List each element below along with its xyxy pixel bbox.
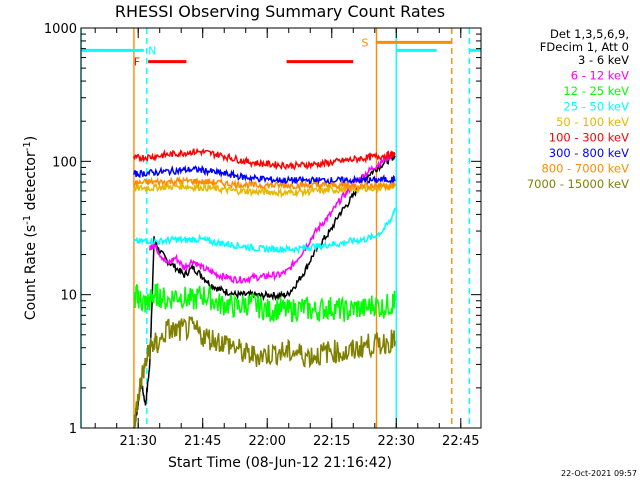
series-group	[133, 147, 396, 429]
flag-label-1: F	[134, 56, 140, 69]
x-tick-label-5: 22:45	[442, 434, 479, 449]
legend-entry-5: 100 - 300 keV	[549, 131, 629, 145]
series-line-4	[133, 181, 396, 199]
series-line-2	[133, 283, 396, 323]
y-label-mid: detector	[23, 151, 39, 215]
legend-entry-2: 12 - 25 keV	[563, 84, 629, 98]
x-axis-label: Start Time (08-Jun-12 21:16:42)	[168, 455, 392, 471]
series-line-7	[133, 175, 396, 192]
flag-label-0: N	[148, 44, 156, 57]
series-line-8	[133, 315, 396, 429]
legend-entry-7: 800 - 7000 keV	[541, 162, 629, 176]
series-line-0	[133, 154, 396, 429]
chart-title: RHESSI Observing Summary Count Rates	[115, 2, 445, 21]
legend-entry-6: 300 - 800 keV	[549, 146, 629, 160]
flag-label-2: S	[361, 36, 368, 49]
y-label-sup2: -1	[22, 141, 33, 151]
legend-header-line-1: Det 1,3,5,6,9,	[550, 27, 629, 41]
plot-frame	[80, 27, 482, 429]
y-label-end: )	[23, 136, 39, 141]
x-tick-label-2: 22:00	[249, 434, 286, 449]
y-tick-label-0: 1	[69, 422, 77, 437]
x-tick-label-1: 21:45	[184, 434, 221, 449]
legend-entry-3: 25 - 50 keV	[563, 100, 629, 114]
y-label-main: Count Rate (s	[23, 225, 39, 320]
y-tick-label-2: 100	[52, 155, 77, 170]
timestamp-footer: 22-Oct-2021 09:57	[561, 469, 637, 478]
series-line-1	[149, 151, 396, 285]
legend-entry-1: 6 - 12 keV	[571, 69, 629, 83]
legend-entry-8: 7000 - 15000 keV	[527, 177, 629, 191]
y-axis-label: Count Rate (s-1 detector-1)	[22, 136, 40, 320]
x-tick-label-4: 22:30	[378, 434, 415, 449]
y-tick-label-3: 1000	[44, 22, 77, 37]
x-tick-label-0: 21:30	[119, 434, 156, 449]
legend-entry-0: 3 - 6 keV	[578, 53, 629, 67]
legend-header-line-2: FDecim 1, Att 0	[540, 40, 629, 54]
y-label-sup1: -1	[22, 215, 33, 225]
axes-group: 1 10 100 1000 21:30 21:45 22:00 22:15 22:30 22:45	[44, 22, 481, 449]
x-tick-label-3: 22:15	[313, 434, 350, 449]
series-line-3	[133, 207, 396, 255]
flag-bars-group: NF S	[81, 36, 481, 69]
y-tick-label-1: 10	[60, 289, 77, 304]
series-line-6	[133, 164, 396, 186]
legend-entry-4: 50 - 100 keV	[556, 115, 629, 129]
series-line-5	[133, 147, 396, 171]
